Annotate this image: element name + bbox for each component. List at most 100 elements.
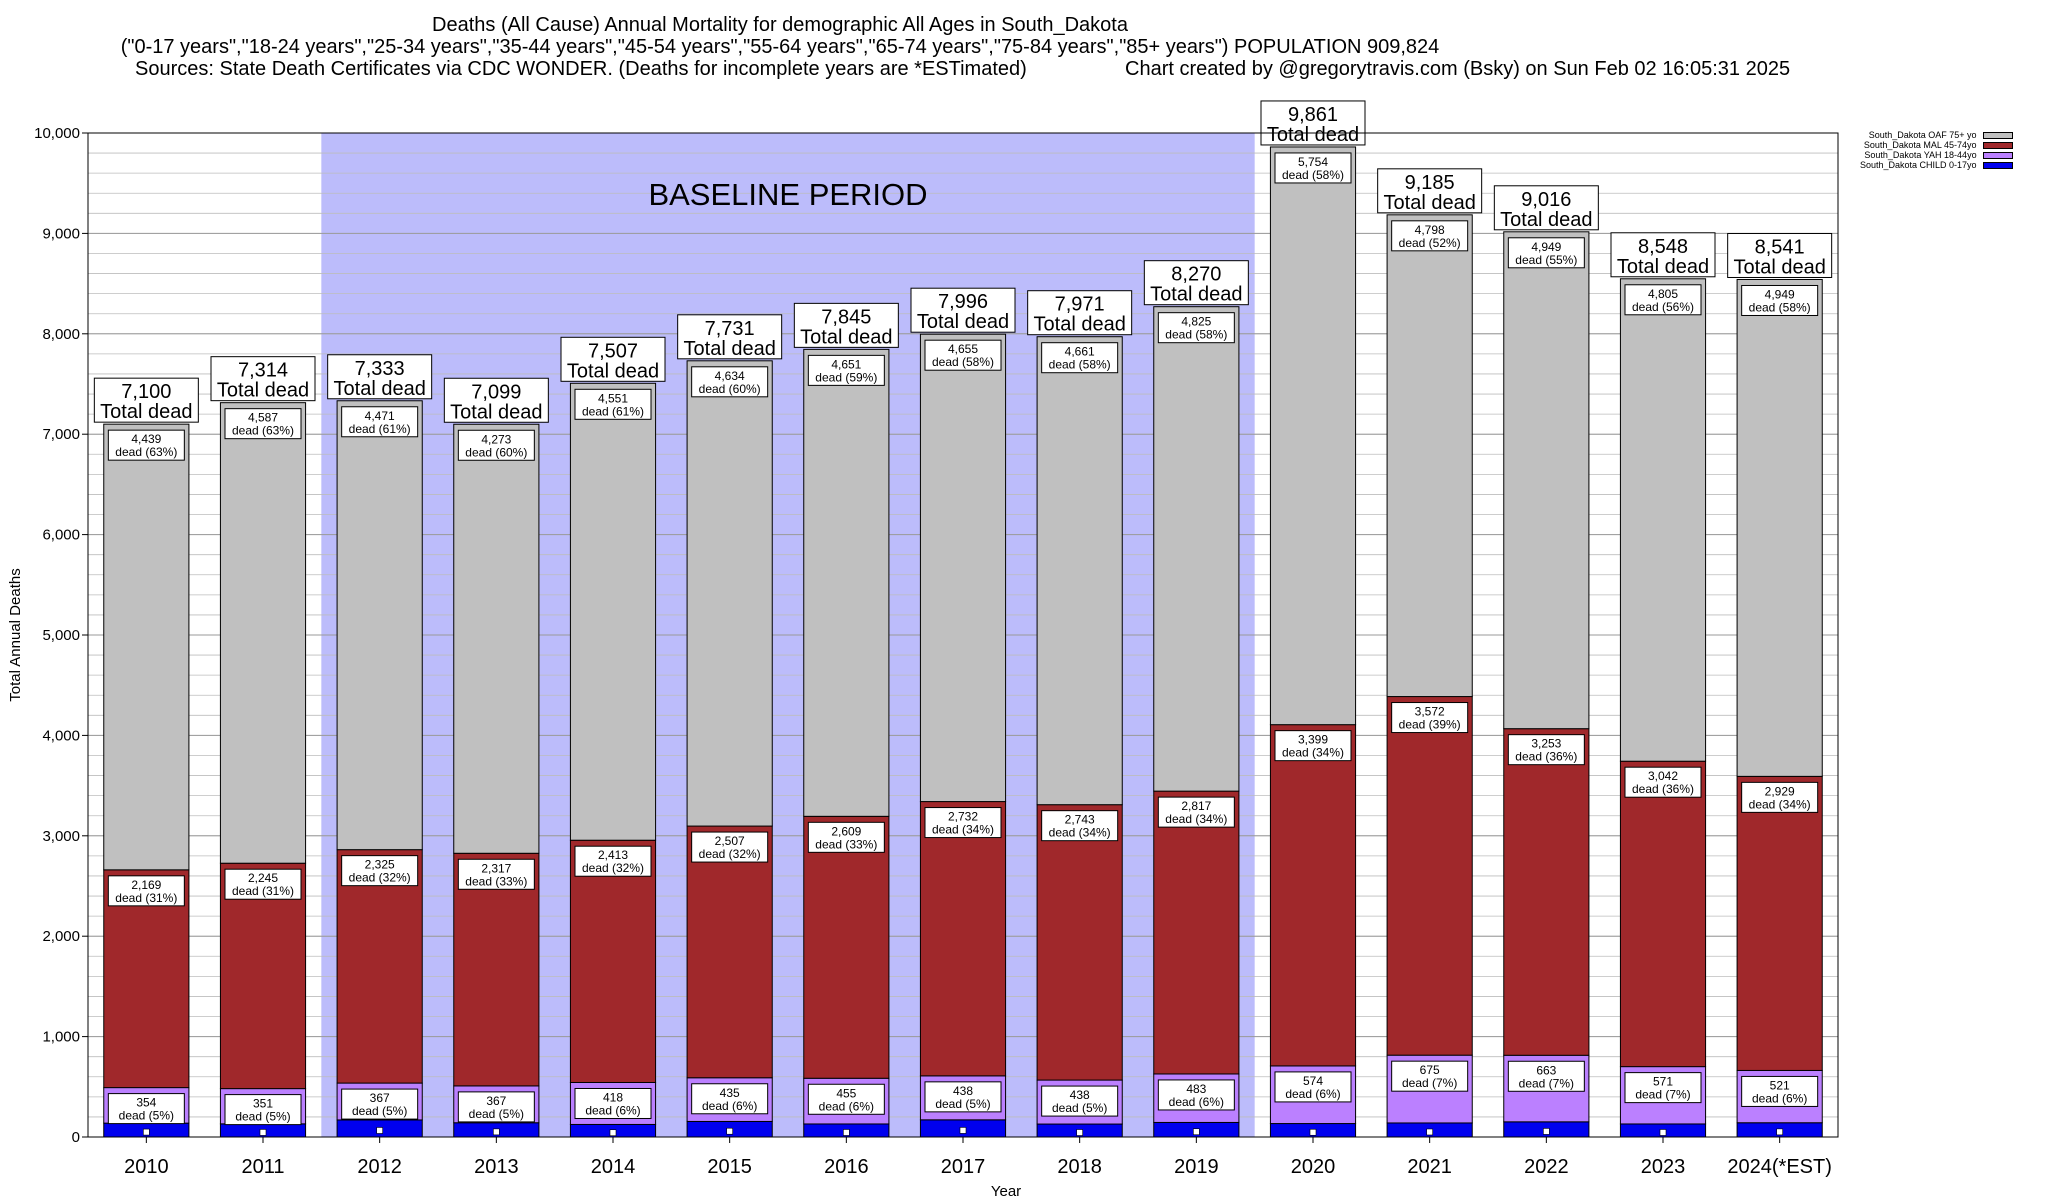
segment-percent-label: dead (6%) [702,1099,757,1113]
segment-percent-label: dead (63%) [232,424,294,438]
bar-segment [336,400,423,851]
segment-label-box [1041,1085,1119,1117]
segment-value-label: 2,169 [131,878,161,892]
segment-value-label: 435 [720,1086,740,1100]
total-dead-label: Total dead [100,401,192,423]
segment-marker [1776,1128,1783,1136]
segment-marker [726,1127,733,1135]
segment-marker [1076,1129,1083,1136]
y-tick-label: 6,000 [42,527,80,544]
bar-segment [219,862,307,1090]
segment-label-box [691,831,769,863]
segment-value-label: 4,273 [481,432,511,446]
segment-value-label: 4,634 [715,369,745,383]
bar-segment [803,348,890,817]
bar-segment [1619,278,1707,762]
segment-label-box [1507,1060,1585,1092]
bar-segment [1269,724,1357,1067]
total-dead-label: Total dead [217,380,309,402]
legend-swatch [1982,131,2013,139]
segment-percent-label: dead (34%) [1049,826,1111,840]
y-tick-label: 0 [72,1129,80,1146]
total-dead-label: Total dead [1267,124,1359,146]
x-tick-label: 2020 [1291,1156,1336,1178]
bar-segment [919,333,1007,803]
segment-label-box [107,429,185,461]
total-label-box [327,354,433,400]
bar-segment [569,839,657,1083]
y-tick-label: 3,000 [42,828,80,845]
segment-label-box [1391,702,1469,734]
segment-value-label: 2,317 [481,861,511,875]
segment-percent-label: dead (5%) [119,1109,174,1123]
segment-label-box [107,875,185,907]
total-label-box [210,356,316,402]
segment-value-label: 4,439 [131,432,161,446]
x-tick-label: 2021 [1407,1156,1452,1178]
segment-label-box [1741,284,1819,316]
segment-value-label: 2,609 [831,824,861,838]
total-label-box [93,377,199,423]
legend-entry-label: South_Dakota OAF 75+ yo [1868,130,1977,140]
segment-percent-label: dead (7%) [1519,1076,1574,1090]
segment-value-label: 4,651 [831,357,861,371]
segment-value-label: 455 [836,1086,856,1100]
x-tick-label: 2018 [1057,1156,1102,1178]
bar-segment [686,360,773,827]
segment-percent-label: dead (58%) [932,355,994,369]
total-label-box [1727,232,1833,278]
total-label-box [793,302,899,348]
segment-value-label: 2,245 [248,871,278,885]
y-tick-label: 4,000 [42,727,80,744]
segment-percent-label: dead (31%) [115,891,177,905]
segment-value-label: 438 [1070,1088,1090,1102]
bar-segment [336,849,423,1084]
bar-segment [219,402,307,864]
segment-label-box [691,1083,769,1115]
total-dead-label: Total dead [1500,209,1592,231]
segment-label-box [1157,312,1235,344]
segment-percent-label: dead (33%) [815,837,877,851]
segment-value-label: 483 [1186,1082,1206,1096]
x-tick-label: 2022 [1524,1156,1569,1178]
bar-segment [803,815,890,1079]
total-value-label: 7,845 [821,306,871,328]
sources-right: Chart created by @gregorytravis.com (Bsk… [1125,58,1791,80]
segment-percent-label: dead (60%) [465,445,527,459]
segment-percent-label: dead (58%) [1282,168,1344,182]
segment-label-box [457,1091,535,1123]
chart-subtitle: ("0-17 years","18-24 years","25-34 years… [120,36,1440,58]
segment-value-label: 2,743 [1065,813,1095,827]
segment-percent-label: dead (63%) [115,445,177,459]
segment-label-box [807,354,885,386]
total-value-label: 7,333 [355,358,405,380]
segment-value-label: 3,572 [1415,705,1445,719]
y-axis-label: Total Annual Deaths [7,568,24,701]
segment-label-box [1391,1060,1469,1092]
segment-value-label: 2,507 [715,834,745,848]
total-dead-label: Total dead [684,338,776,360]
segment-percent-label: dead (52%) [1399,236,1461,250]
segment-label-box [1041,810,1119,842]
bar-segment [1503,231,1590,730]
segment-value-label: 663 [1536,1063,1556,1077]
segment-value-label: 675 [1420,1063,1440,1077]
legend-entry: South_Dakota CHILD 0-17yo [1860,160,2013,170]
segment-percent-label: dead (6%) [1285,1087,1340,1101]
total-value-label: 7,996 [938,291,988,313]
segment-value-label: 574 [1303,1074,1323,1088]
segment-percent-label: dead (6%) [1169,1095,1224,1109]
total-value-label: 7,971 [1055,294,1105,316]
bar-segment [686,825,773,1079]
segment-marker [143,1128,150,1136]
total-dead-label: Total dead [917,311,1009,333]
segment-percent-label: dead (5%) [352,1104,407,1118]
segment-value-label: 3,253 [1531,737,1561,751]
segment-label-box [1041,342,1119,374]
segment-label-box [924,807,1002,839]
segment-label-box [1624,1072,1702,1104]
segment-value-label: 3,399 [1298,733,1328,747]
total-label-box [443,377,549,423]
segment-label-box [1274,730,1352,762]
segment-percent-label: dead (6%) [585,1103,640,1117]
